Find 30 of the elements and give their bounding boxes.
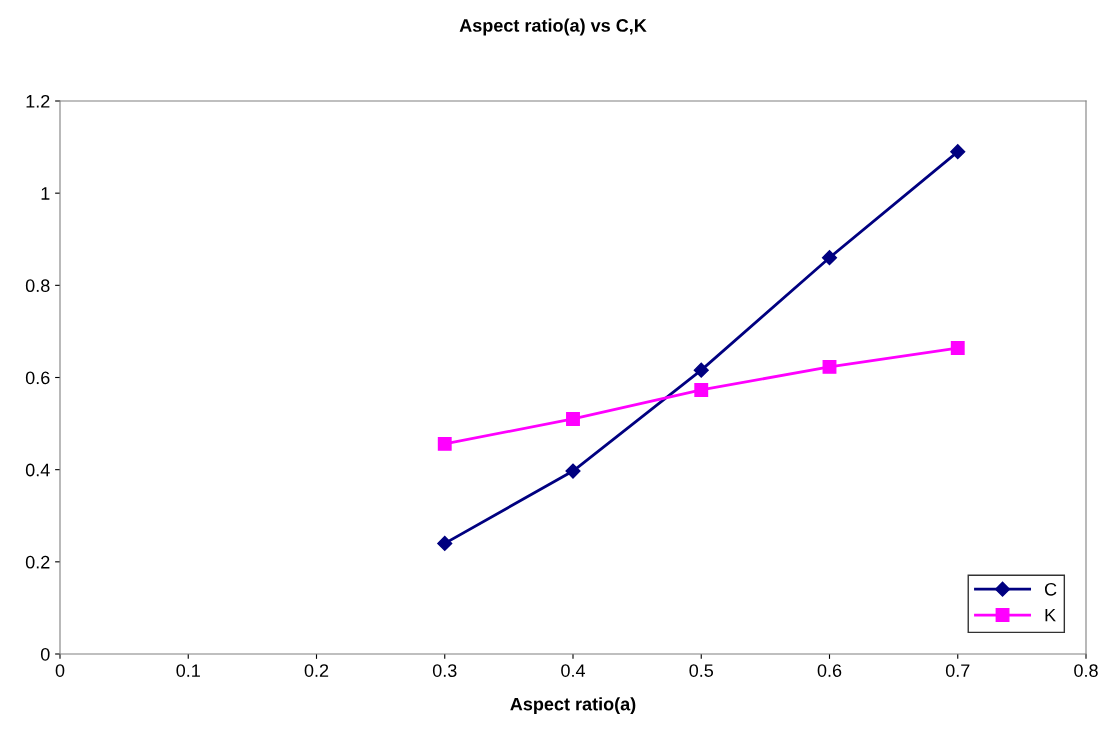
y-tick-label: 1 <box>41 187 50 200</box>
x-tick-label: 0 <box>55 664 65 677</box>
point <box>822 359 837 374</box>
point <box>566 412 580 426</box>
x-axis-title: Aspect ratio(a) <box>510 697 636 715</box>
point <box>821 250 838 266</box>
point <box>693 362 709 378</box>
legend-label: C <box>1044 582 1057 596</box>
y-tick-label: 0.6 <box>25 371 50 385</box>
x-tick-label: 0.6 <box>817 664 842 677</box>
y-tick-label: 0.2 <box>25 555 50 569</box>
x-tick-label: 0.2 <box>304 664 329 677</box>
y-tick-label: 0.8 <box>25 279 50 293</box>
point <box>565 463 581 479</box>
legend-label: K <box>1045 608 1056 622</box>
x-tick-label: 0.7 <box>945 664 970 677</box>
y-tick-label: 0.4 <box>25 463 50 477</box>
point <box>950 144 966 160</box>
chart-title: Aspect ratio(a) vs C,K <box>459 18 647 36</box>
y-tick-label: 1.2 <box>26 94 50 108</box>
x-tick-label: 0.8 <box>1074 664 1098 677</box>
point <box>694 382 709 397</box>
x-tick-label: 0.4 <box>561 664 586 677</box>
x-tick-label: 0.1 <box>176 664 200 677</box>
x-tick-label: 0.3 <box>432 664 457 677</box>
point <box>950 341 965 355</box>
y-tick-label: 0 <box>40 647 50 661</box>
point <box>437 436 452 451</box>
x-tick-label: 0.5 <box>689 664 714 677</box>
point <box>437 535 453 551</box>
